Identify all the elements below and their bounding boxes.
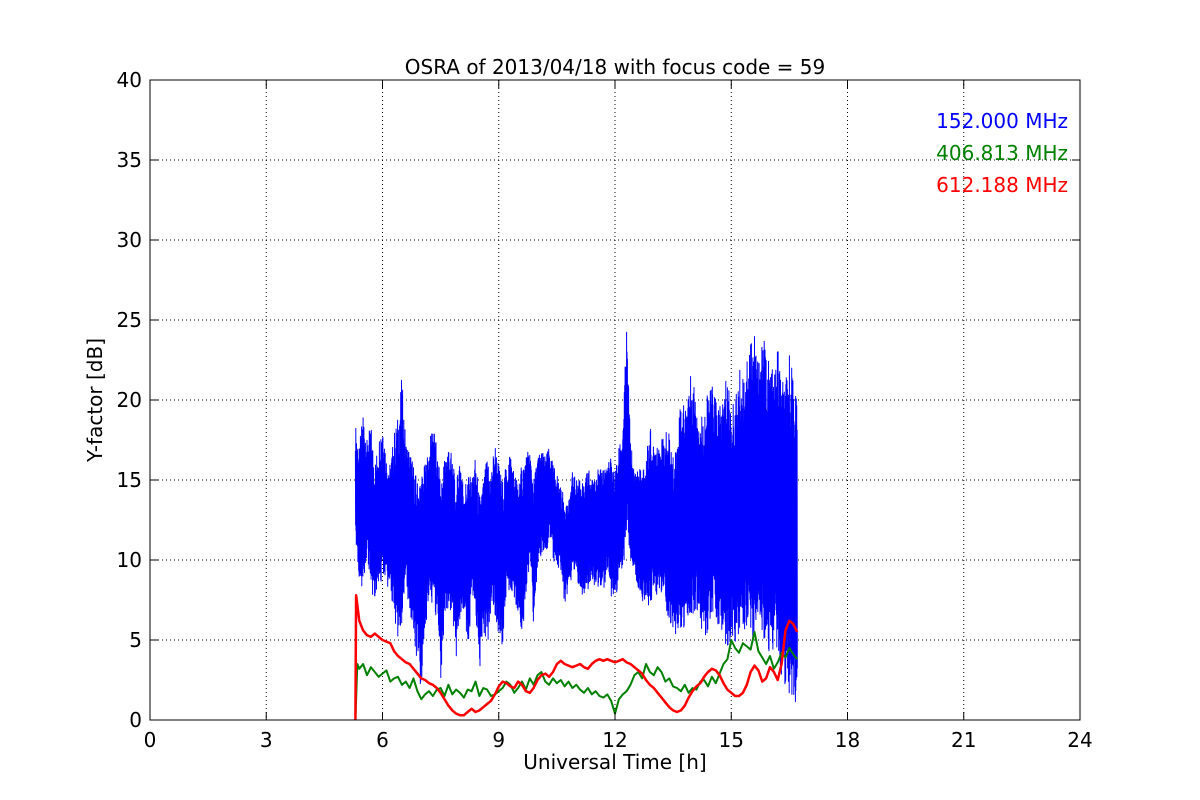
x-tick-label: 12 <box>602 728 627 752</box>
x-tick-label: 15 <box>719 728 744 752</box>
legend-entry-1: 152.000 MHz <box>936 109 1068 133</box>
y-tick-label: 25 <box>117 308 142 332</box>
x-tick-label: 3 <box>260 728 273 752</box>
y-tick-label: 15 <box>117 468 142 492</box>
y-tick-label: 0 <box>129 708 142 732</box>
y-tick-label: 20 <box>117 388 142 412</box>
x-tick-label: 18 <box>835 728 860 752</box>
x-tick-label: 0 <box>144 728 157 752</box>
y-tick-label: 10 <box>117 548 142 572</box>
series-layer <box>354 331 799 721</box>
legend: 152.000 MHz 406.813 MHz 612.188 MHz <box>936 109 1068 197</box>
y-tick-label: 5 <box>129 628 142 652</box>
ticks: 0 3 6 9 12 15 18 21 24 0 5 10 15 20 25 30 35 40 <box>117 68 1093 752</box>
legend-entry-2: 406.813 MHz <box>936 141 1068 165</box>
legend-entry-3: 612.188 MHz <box>936 173 1068 197</box>
y-tick-label: 30 <box>117 228 142 252</box>
y-tick-label: 35 <box>117 148 142 172</box>
x-tick-label: 21 <box>951 728 976 752</box>
x-axis-label: Universal Time [h] <box>523 750 706 774</box>
x-tick-label: 24 <box>1067 728 1092 752</box>
chart-title: OSRA of 2013/04/18 with focus code = 59 <box>405 55 826 79</box>
series-line-2 <box>354 631 798 721</box>
series-line-3 <box>354 593 799 721</box>
series-line-1 <box>354 331 798 703</box>
y-axis-label: Y-factor [dB] <box>83 338 107 463</box>
y-tick-label: 40 <box>117 68 142 92</box>
x-tick-label: 9 <box>492 728 505 752</box>
x-tick-label: 6 <box>376 728 389 752</box>
